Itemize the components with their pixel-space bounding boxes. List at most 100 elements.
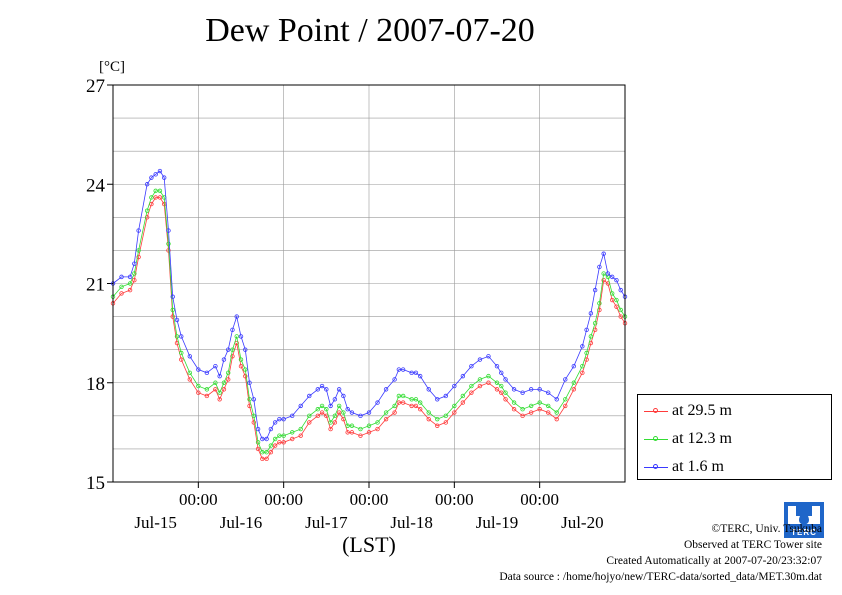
legend-label-12m: at 12.3 m [672,430,732,447]
data-point [511,400,517,405]
data-point [136,228,141,233]
data-point [452,383,457,389]
data-point [409,397,414,402]
data-point [469,383,474,389]
legend: at 29.5 m at 12.3 m at 1.6 m [637,394,832,480]
svg-text:TERC: TERC [791,528,817,537]
data-point [452,410,457,415]
data-point [217,373,222,379]
plot-frame [112,84,626,483]
data-point [584,350,589,356]
data-point [486,354,491,359]
data-point [580,344,585,349]
data-point [477,357,483,362]
data-point [375,420,380,425]
data-point [400,400,406,405]
data-point [298,403,303,409]
data-point [230,347,235,352]
data-point [597,264,602,270]
data-point [366,410,372,415]
data-point [264,450,269,455]
legend-label-29m: at 29.5 m [672,402,732,419]
x-tick-label: 00:00 [435,490,474,509]
data-point [554,416,559,422]
data-point [144,182,150,187]
day-label: Jul-19 [476,513,519,532]
data-point [409,403,414,409]
data-point [563,377,568,382]
legend-swatch-1m [644,460,668,474]
data-point [225,370,231,376]
data-point [511,387,517,392]
data-point [571,380,576,385]
legend-item-29m: at 29.5 m [644,401,732,421]
data-point [319,383,325,389]
data-point [328,420,333,425]
legend-swatch-12m [644,432,668,446]
data-point [268,450,274,455]
data-point [563,403,568,409]
data-point [610,291,615,296]
data-point [127,281,133,286]
data-point [443,420,448,425]
data-point [251,413,256,419]
data-point [383,416,389,422]
data-point [332,420,338,425]
data-point [588,311,594,316]
data-point [217,390,222,395]
x-tick-label: 00:00 [264,490,303,509]
data-point [196,383,201,389]
data-point [132,277,137,283]
data-point [341,393,346,399]
data-point [255,426,261,432]
data-point [217,397,222,402]
data-point [170,307,175,313]
data-point [260,450,265,455]
data-point [260,456,265,462]
data-point [332,397,338,402]
data-point [486,380,491,385]
data-point [503,390,508,395]
data-point [247,397,252,402]
data-point [319,410,325,415]
data-point [366,430,372,435]
legend-item-1m: at 1.6 m [644,457,724,477]
data-point [187,354,192,359]
data-point [332,413,338,419]
data-point [132,271,137,276]
data-point [592,287,598,293]
data-point [174,334,180,339]
data-point [166,241,171,246]
data-point [157,195,163,200]
data-point [345,407,350,412]
data-point [127,274,133,280]
data-point [234,334,239,339]
data-point [426,416,431,422]
data-point [319,403,325,409]
data-point [324,387,329,392]
data-point [277,416,282,422]
data-point [281,440,286,445]
data-point [469,390,474,395]
data-point [349,410,355,415]
data-point [383,387,389,392]
data-point [307,393,312,399]
y-tick-label: 18 [86,374,105,395]
data-point [618,287,623,293]
chart-title: Dew Point / 2007-07-20 [205,12,535,49]
data-point [243,367,248,372]
data-point [136,254,141,260]
data-point [366,423,372,428]
data-point [204,370,210,376]
data-point [426,387,431,392]
data-point [358,413,363,419]
data-point [127,287,133,293]
data-point [499,390,504,395]
data-point [132,261,137,266]
data-point [520,413,525,419]
data-point [247,380,252,385]
data-point [409,370,414,376]
data-point [528,387,534,392]
data-point [157,168,163,174]
data-point [149,175,154,180]
